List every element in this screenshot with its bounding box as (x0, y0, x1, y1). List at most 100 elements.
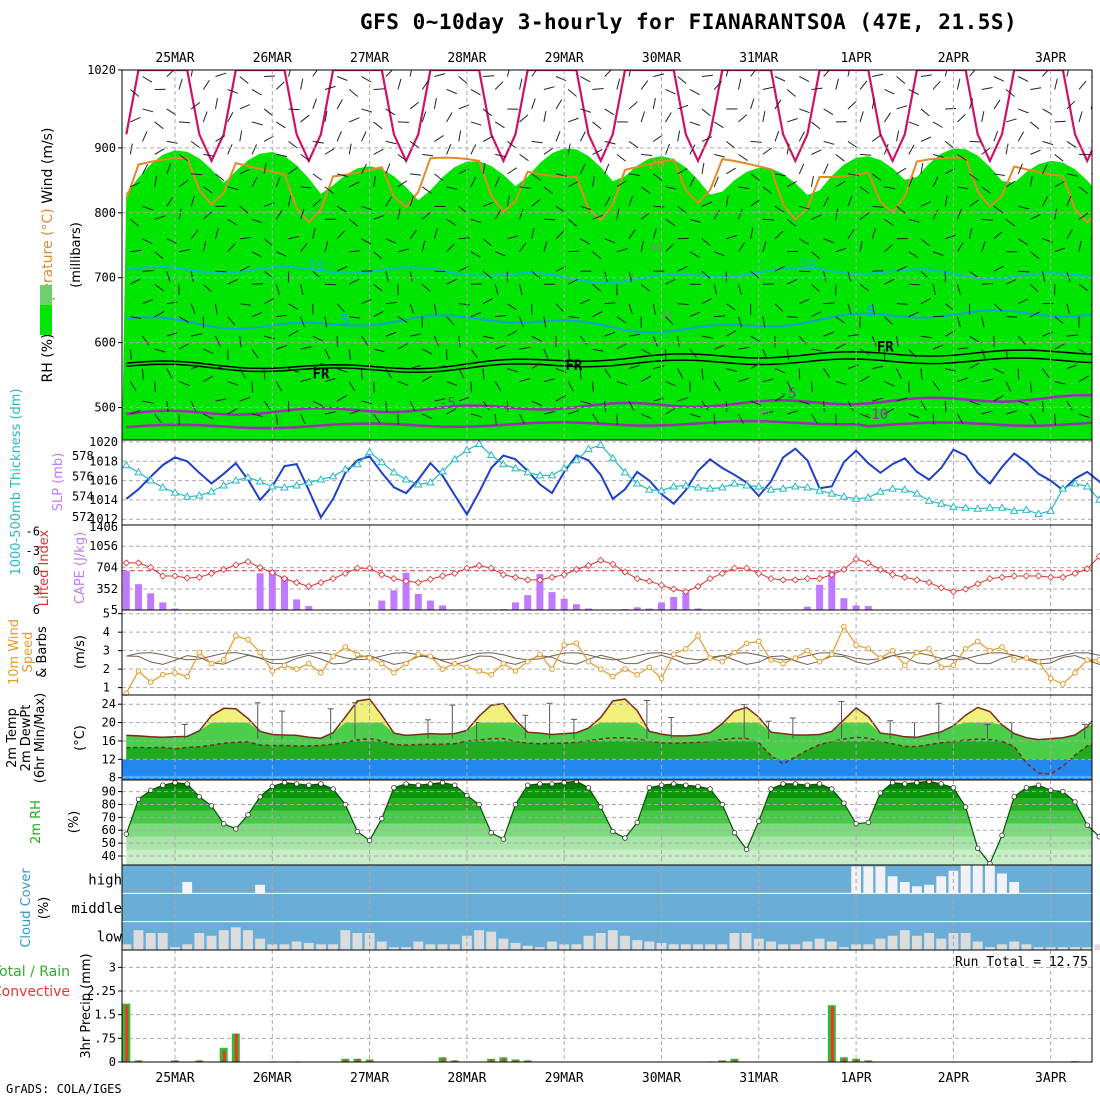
panel-cloud: high middle low Cloud Cover (%) (19, 864, 1100, 951)
lifted-point (986, 575, 994, 583)
wind-barb (847, 334, 859, 337)
thickness-point (657, 486, 666, 494)
series-thickness (125, 443, 1100, 515)
wind-barb (981, 378, 993, 383)
wind-barb (324, 348, 331, 360)
rh-point (561, 779, 567, 786)
axis-label: 3hr Precip (mm) (79, 953, 94, 1058)
wind-barb (580, 238, 591, 245)
wind-barb (543, 147, 554, 155)
lifted-point (426, 575, 434, 583)
wind-barb (701, 74, 713, 77)
wind-barb (214, 98, 218, 110)
cape-bar (864, 606, 872, 610)
thickness-point (121, 460, 131, 469)
wind-barb (482, 270, 492, 279)
wind-point (756, 638, 762, 645)
legend-convective: Convective (0, 984, 70, 1000)
wind-point (816, 658, 823, 665)
wind-barb (640, 212, 651, 220)
cloud-cover-cell (425, 944, 436, 950)
wind-barb (507, 330, 518, 337)
rh-point (1047, 787, 1054, 793)
wind-barb (470, 348, 478, 359)
wind-barb (409, 229, 418, 240)
cape-bar (122, 570, 130, 610)
isotherm-neg10 (126, 419, 1092, 430)
rh-point (269, 783, 275, 790)
tick-label: 12 (102, 752, 116, 766)
wind-barb (725, 70, 729, 77)
tick-label: 60 (102, 823, 116, 837)
wind-barb (275, 209, 283, 220)
cape-bar (645, 608, 653, 610)
wind-barb (300, 346, 312, 350)
isotherm-10 (126, 265, 1092, 284)
wind-barb (689, 218, 701, 223)
wind-barb (494, 81, 504, 90)
wind-barb (421, 186, 432, 194)
wind-barb (506, 195, 510, 207)
wind-barb (1018, 400, 1029, 406)
cloud-cover-cell (802, 941, 813, 950)
wind-barb (470, 413, 482, 418)
lifted-point (548, 573, 556, 581)
wind-barb (397, 381, 409, 386)
thickness-point (158, 483, 168, 491)
lifted-point (560, 571, 568, 579)
wind-barb (373, 413, 381, 424)
wind-point (853, 642, 859, 648)
lifted-point (1022, 572, 1030, 580)
wind-barb (944, 401, 947, 413)
wind-barb (1005, 180, 1016, 188)
wind-barb (349, 250, 361, 253)
wind-barb (592, 175, 595, 187)
cloud-cover-cell (997, 944, 1007, 950)
wind-barb (276, 314, 288, 318)
wind-barb (628, 173, 640, 176)
tick-label-thickness: 576 (72, 469, 94, 483)
wind-barb (154, 148, 165, 155)
cape-bar (305, 606, 313, 610)
wind-barb (336, 230, 346, 240)
thickness-point (292, 481, 301, 489)
wind-barb (166, 301, 178, 305)
lifted-point (889, 571, 897, 579)
wind-point (439, 666, 446, 672)
rh-point (160, 782, 166, 788)
wind-barb (811, 214, 822, 220)
cloud-cover-cell (985, 865, 995, 894)
wind-barb (446, 278, 457, 285)
wind-barb (701, 238, 711, 247)
wind-barb (239, 104, 251, 110)
panel-cape-lifted: -6 -3 0 3 6 5 352 704 1056 1406 Lifted Index CAPE (… (26, 520, 1100, 617)
wind-barb (701, 400, 709, 411)
wind-barb (1066, 400, 1073, 411)
date-label-bottom: 3APR (1035, 1071, 1066, 1086)
precip-convective-bar (234, 1033, 238, 1062)
wind-barb (1029, 175, 1033, 187)
cape-bar (828, 570, 836, 610)
wind-barb (324, 186, 334, 194)
wind-barb (701, 201, 713, 207)
wind-barb (129, 381, 137, 392)
wind-barb (276, 251, 287, 257)
cloud-cover-cell (997, 873, 1007, 894)
wind-barb (154, 251, 164, 260)
wind-barb (738, 114, 748, 123)
isotherm-20 (125, 156, 1092, 225)
wind-barb (567, 218, 578, 227)
cloud-cover-cell (267, 944, 278, 950)
wind-barb (288, 368, 299, 373)
wind-barb (640, 375, 651, 383)
date-label-bottom: 1APR (840, 1071, 871, 1086)
wind-barb (981, 186, 991, 194)
wind-point (622, 666, 628, 672)
wind-barb (956, 284, 961, 295)
wind-barb (1054, 181, 1065, 188)
axis-label: 2m RH (29, 800, 44, 844)
rh-point (695, 783, 701, 790)
axis-label: 1000-500mb Thickness (dm) (9, 388, 24, 575)
cloud-cover-cell (1058, 947, 1068, 950)
wind-barb (677, 368, 684, 379)
